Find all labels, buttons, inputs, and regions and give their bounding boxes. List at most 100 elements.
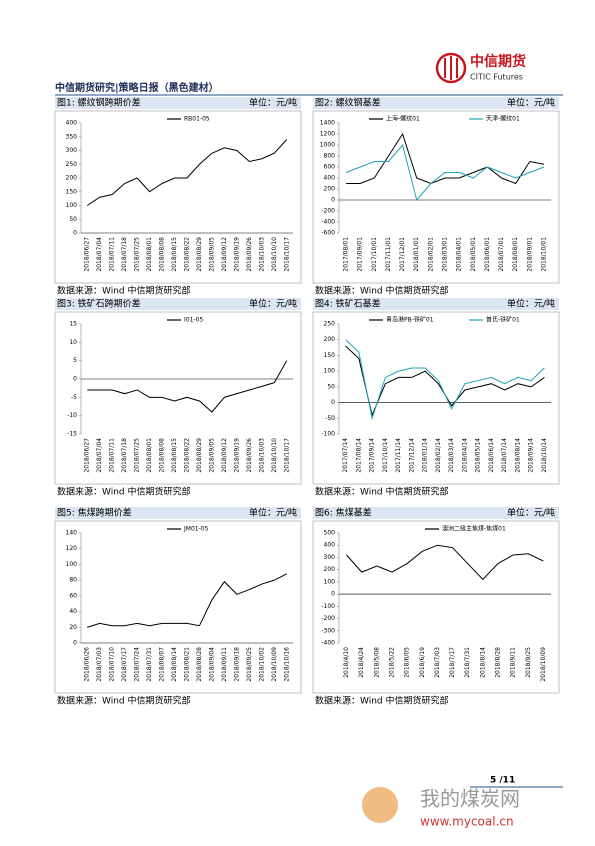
x-tick-label: 2018/4/10 xyxy=(343,647,350,678)
x-tick-label: 2018/10/03 xyxy=(258,438,265,473)
panel-source: 数据来源：Wind 中信期货研究部 xyxy=(315,285,448,297)
y-tick-label: 0 xyxy=(73,230,77,237)
y-tick-label: 40 xyxy=(69,608,77,615)
x-tick-label: 2018/05/01 xyxy=(470,237,477,272)
panel-title: 图5: 焦煤跨期价差 xyxy=(57,507,132,519)
x-tick-label: 2018/07/11 xyxy=(109,237,116,272)
legend-label: 普氏-铁矿01 xyxy=(486,316,520,324)
chart-frame xyxy=(312,311,560,485)
panel-title: 图6: 焦煤基差 xyxy=(315,507,372,519)
x-tick-label: 2018/06/26 xyxy=(84,647,91,682)
x-tick-label: 2018/9/11 xyxy=(510,647,517,678)
legend-label: 澳洲二级主焦煤-焦煤01 xyxy=(442,525,506,533)
x-tick-label: 2018/10/10 xyxy=(271,438,278,473)
y-tick-label: 200 xyxy=(324,336,336,343)
x-tick-label: 2017/11/01 xyxy=(385,237,392,272)
y-tick-label: 80 xyxy=(69,577,77,584)
x-tick-label: 2018/06/14 xyxy=(488,438,495,473)
x-tick-label: 2017/12/01 xyxy=(399,237,406,272)
y-tick-label: 0 xyxy=(331,399,335,406)
x-tick-label: 2018/09/19 xyxy=(233,438,240,473)
x-tick-label: 2018/09/01 xyxy=(526,237,533,272)
x-tick-label: 2018/08/01 xyxy=(146,438,153,473)
x-tick-label: 2018/03/01 xyxy=(442,237,449,272)
x-tick-label: 2017/11/14 xyxy=(395,438,402,473)
x-tick-label: 2017/12/14 xyxy=(408,438,415,473)
x-tick-label: 2018/08/07 xyxy=(159,647,166,682)
header-title: 中信期货研究|策略日报（黑色建材） xyxy=(55,81,219,94)
panel-source: 数据来源：Wind 中信期货研究部 xyxy=(315,695,448,707)
x-tick-label: 2018/07/04 xyxy=(96,237,103,272)
panel-title: 图1: 螺纹钢跨期价差 xyxy=(57,97,141,109)
x-tick-label: 2018/07/25 xyxy=(134,237,141,272)
x-tick-label: 2018/09/26 xyxy=(246,438,253,473)
watermark: 我的煤炭网 xyxy=(420,787,520,811)
y-tick-label: 600 xyxy=(324,164,336,171)
x-tick-label: 2018/09/26 xyxy=(246,237,253,272)
panel-title-bar xyxy=(55,97,301,109)
x-tick-label: 2017/10/14 xyxy=(382,438,389,473)
y-tick-label: 400 xyxy=(324,542,336,549)
chart-frame xyxy=(54,311,302,485)
y-tick-label: 0 xyxy=(331,591,335,598)
x-tick-label: 2018/08/21 xyxy=(184,647,191,682)
x-tick-label: 2018/08/28 xyxy=(196,647,203,682)
x-tick-label: 2018/10/10 xyxy=(271,237,278,272)
x-tick-label: 2018/7/03 xyxy=(434,647,441,678)
y-tick-label: -5 xyxy=(71,394,77,401)
y-tick-label: 15 xyxy=(69,321,77,328)
legend-label: I01-05 xyxy=(184,317,203,324)
y-tick-label: 250 xyxy=(324,321,336,328)
x-tick-label: 2018/08/08 xyxy=(159,237,166,272)
line-series xyxy=(345,339,545,421)
x-tick-label: 2018/04/14 xyxy=(461,438,468,473)
y-tick-label: 100 xyxy=(324,368,336,375)
x-tick-label: 2018/07/14 xyxy=(501,438,508,473)
x-tick-label: 2018/10/09 xyxy=(271,647,278,682)
x-tick-label: 2018/08/22 xyxy=(184,237,191,272)
line-series xyxy=(346,132,545,185)
y-tick-label: 200 xyxy=(324,566,336,573)
y-tick-label: 1400 xyxy=(320,120,335,127)
line-series xyxy=(346,544,544,581)
x-tick-label: 2018/07/11 xyxy=(109,438,116,473)
chart-frame xyxy=(312,520,560,694)
x-tick-label: 2018/8/14 xyxy=(479,647,486,678)
x-tick-label: 2018/07/24 xyxy=(134,647,141,682)
y-tick-label: -100 xyxy=(321,603,335,610)
x-tick-label: 2018/10/17 xyxy=(283,237,290,272)
y-tick-label: 1200 xyxy=(320,131,335,138)
x-tick-label: 2018/10/17 xyxy=(283,438,290,473)
y-tick-label: 0 xyxy=(73,640,77,647)
logo-text: 中信期货 xyxy=(470,53,526,70)
x-tick-label: 2018/06/27 xyxy=(84,237,91,272)
y-tick-label: 0 xyxy=(331,197,335,204)
x-tick-label: 2018/05/14 xyxy=(475,438,482,473)
x-tick-label: 2018/09/05 xyxy=(208,237,215,272)
x-tick-label: 2018/08/14 xyxy=(514,438,521,473)
x-tick-label: 2018/10/09 xyxy=(540,647,547,682)
x-tick-label: 2018/02/14 xyxy=(435,438,442,473)
logo-mark xyxy=(435,52,467,84)
x-tick-label: 2017/09/14 xyxy=(369,438,376,473)
y-tick-label: -400 xyxy=(321,219,335,226)
y-tick-label: 250 xyxy=(66,161,78,168)
x-tick-label: 2018/08/29 xyxy=(196,237,203,272)
y-tick-label: 20 xyxy=(69,624,77,631)
line-series xyxy=(87,360,288,413)
panel-source: 数据来源：Wind 中信期货研究部 xyxy=(57,695,190,707)
line-series xyxy=(86,139,288,206)
x-tick-label: 2018/10/14 xyxy=(541,438,548,473)
y-tick-label: 400 xyxy=(66,120,78,127)
y-tick-label: 60 xyxy=(69,592,77,599)
x-tick-label: 2018/10/02 xyxy=(258,647,265,682)
y-tick-label: 150 xyxy=(324,352,336,359)
x-tick-label: 2018/09/12 xyxy=(221,237,228,272)
x-tick-label: 2017/09/01 xyxy=(357,237,364,272)
x-tick-label: 2018/10/01 xyxy=(540,237,547,272)
x-tick-label: 2017/08/14 xyxy=(355,438,362,473)
y-tick-label: 0 xyxy=(73,376,77,383)
x-tick-label: 2018/08/14 xyxy=(171,647,178,682)
